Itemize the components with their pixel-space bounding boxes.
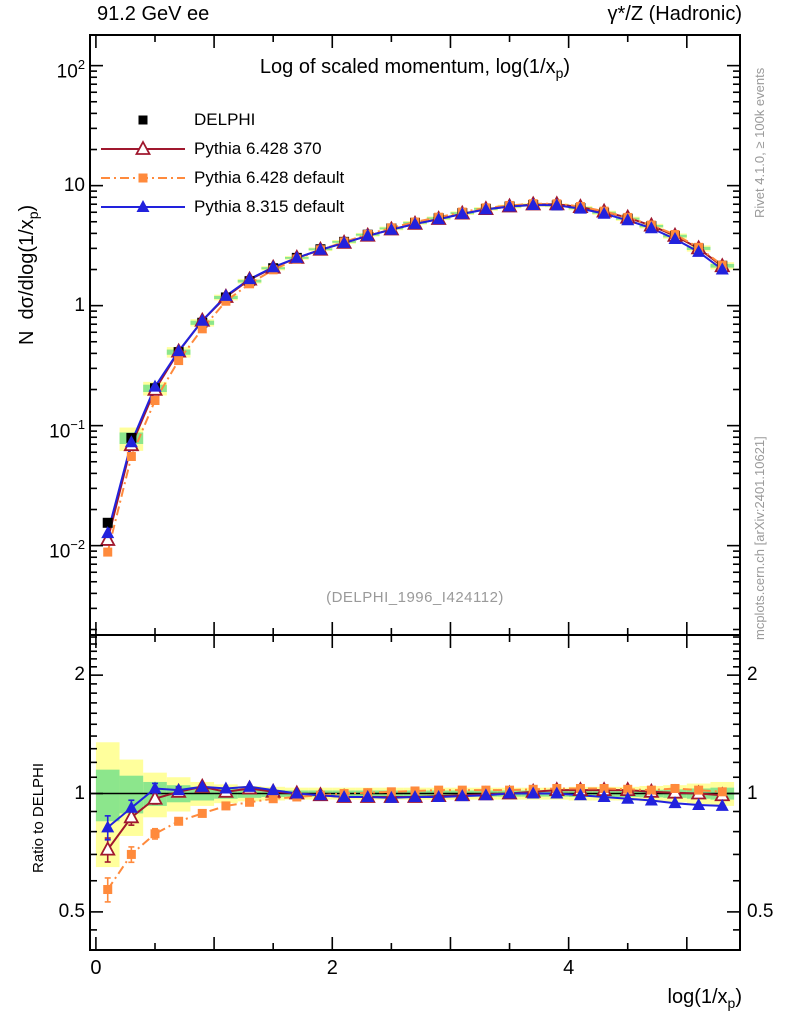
legend-marker-filled-square [138, 115, 148, 124]
legend-label: Pythia 8.315 default [194, 196, 345, 216]
y-axis-tick-label-main: 10−1 [49, 416, 85, 442]
analysis-watermark: (DELPHI_1996_I424112) [326, 589, 504, 606]
panel-frames [89, 34, 741, 951]
main-uncertainty-band-green [119, 204, 735, 444]
y-axis-tick-label-ratio-right: 1 [747, 782, 758, 804]
legend-item: Pythia 6.428 default [99, 163, 344, 192]
legend-label: DELPHI [194, 109, 256, 129]
legend-item: DELPHI [99, 105, 344, 134]
mcplots-arxiv-note: mcplots.cern.ch [arXiv:2401.10621] [752, 436, 767, 640]
y-axis-label-main-sub: p [25, 211, 41, 220]
main-line-2 [106, 202, 723, 553]
legend-marker-open-triangle [101, 139, 185, 155]
y-axis-tick-label-main: 10 [63, 174, 85, 196]
x-axis-label-end: ) [735, 986, 742, 1008]
y-axis-tick-label-main: 1 [74, 294, 85, 316]
plot-title-text: Log of scaled momentum, log(1/x [259, 56, 556, 78]
ratio-line-2 [106, 787, 723, 891]
series-markers-ratio-3 [101, 779, 729, 833]
delphi-markers-main [102, 199, 728, 528]
y-axis-tick-label-ratio-right: 0.5 [747, 900, 774, 922]
y-axis-label-main: N dσ/dlog(1/xp) [16, 205, 41, 345]
plot-title: Log of scaled momentum, log(1/xp) [90, 56, 740, 81]
rivet-version-note: Rivet 4.1.0, ≥ 100k events [752, 67, 767, 218]
x-axis-tick-label: 0 [90, 957, 102, 979]
series-markers-main-2 [103, 199, 727, 557]
x-axis-tick-label: 4 [563, 957, 575, 979]
main-line-3 [106, 203, 723, 534]
legend-item: Pythia 8.315 default [99, 192, 344, 221]
main-uncertainty-band-yellow [119, 203, 735, 451]
y-axis-tick-label-main: 10−2 [49, 536, 85, 562]
legend: DELPHI Pythia 6.428 370 Pythia 6.428 defau… [99, 105, 344, 221]
series-markers-main-1 [99, 195, 731, 546]
y-axis-tick-label-ratio-right: 2 [747, 664, 758, 686]
x-axis-tick-label: 2 [326, 957, 338, 979]
y-axis-label-ratio: Ratio to DELPHI [30, 762, 47, 873]
process-label: γ*/Z (Hadronic) [607, 3, 742, 25]
main-line-1 [106, 203, 723, 541]
y-axis-tick-label-ratio: 2 [74, 664, 85, 686]
plot-title-sub: p [555, 65, 564, 81]
y-axis-label-main-end: ) [16, 204, 38, 212]
legend-label: Pythia 6.428 370 [194, 138, 322, 158]
x-axis-label-sub: p [727, 995, 736, 1011]
plot-title-end: ) [563, 56, 571, 78]
beam-energy-label: 91.2 GeV ee [97, 3, 210, 25]
legend-marker-filled-triangle [101, 199, 185, 212]
legend-label: Pythia 6.428 default [194, 167, 345, 187]
y-axis-tick-label-ratio: 0.5 [58, 900, 85, 922]
axis-ticks [90, 35, 740, 950]
series-markers-main-3 [101, 197, 729, 539]
y-axis-tick-label-main: 102 [56, 56, 85, 82]
ratio-uncertainty-band-yellow [95, 742, 735, 868]
y-axis-tick-label-ratio: 1 [74, 782, 85, 804]
x-axis-label-text: log(1/x [667, 986, 728, 1008]
x-axis-label: log(1/xp) [540, 986, 743, 1011]
legend-item: Pythia 6.428 370 [99, 134, 344, 163]
legend-marker-filled-square [101, 173, 185, 182]
y-axis-label-main-text: N dσ/dlog(1/x [16, 219, 38, 345]
